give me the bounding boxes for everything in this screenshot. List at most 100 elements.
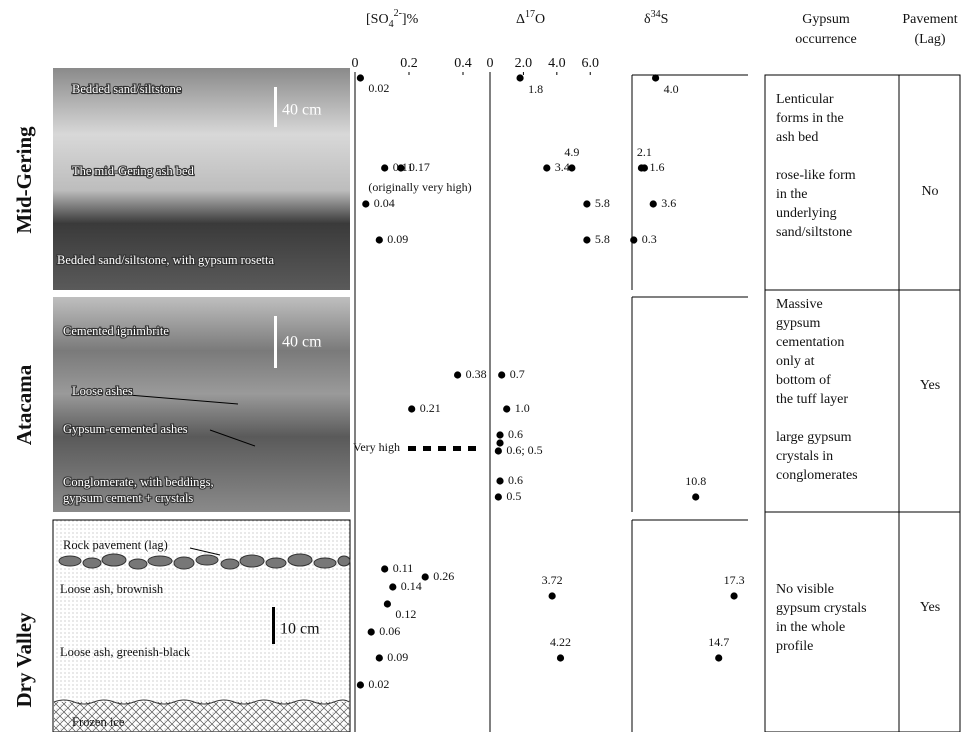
- photo-label: Bedded sand/siltstone: [72, 82, 182, 96]
- photo-label: Gypsum-cemented ashes: [63, 422, 188, 436]
- value-label: 0.6; 0.5: [506, 443, 542, 457]
- value-label: 0.02: [368, 81, 389, 95]
- gypsum-text: cementation: [776, 335, 844, 350]
- annotation: Very high: [353, 440, 400, 454]
- gypsum-text: Massive: [776, 297, 823, 312]
- photo-label: Bedded sand/siltstone, with gypsum roset…: [57, 253, 274, 267]
- column-header: Gypsum: [802, 12, 850, 27]
- data-point: [494, 493, 502, 501]
- data-point: [389, 583, 397, 591]
- text-part: O: [535, 12, 545, 27]
- value-label: 3.6: [661, 196, 676, 210]
- value-label: 0.09: [387, 650, 408, 664]
- data-point: [454, 371, 462, 379]
- gypsum-text: Lenticular: [776, 92, 834, 107]
- value-label: 4.22: [550, 635, 571, 649]
- x-tick-label: 2.0: [515, 56, 533, 71]
- column-header: (Lag): [914, 32, 945, 47]
- value-label: 0.02: [368, 677, 389, 691]
- gypsum-text: forms in the: [776, 111, 844, 126]
- value-label: 0.6: [508, 427, 523, 441]
- value-label: 10.8: [685, 474, 706, 488]
- gypsum-text: No visible: [776, 582, 834, 597]
- scale-label: 40 cm: [282, 334, 322, 351]
- row-title: Mid-Gering: [12, 126, 36, 234]
- photo: [53, 68, 350, 290]
- row-title: Dry Valley: [12, 612, 36, 708]
- gypsum-text: crystals in: [776, 449, 833, 464]
- column-header: [SO42-]%: [366, 8, 419, 30]
- photo-label: Frozen ice: [72, 715, 125, 729]
- pavement-text: Yes: [920, 600, 940, 615]
- column-header: δ34S: [644, 9, 668, 27]
- column-header: occurrence: [795, 32, 856, 47]
- data-point: [715, 654, 723, 662]
- value-label: 1.0: [515, 401, 530, 415]
- gypsum-text: conglomerates: [776, 468, 858, 483]
- value-label: 0.09: [387, 232, 408, 246]
- data-point: [494, 447, 502, 455]
- data-point: [356, 681, 364, 689]
- value-label: 0.17: [409, 160, 430, 174]
- value-label: 0.06: [379, 624, 400, 638]
- data-point: [548, 592, 556, 600]
- scale-bar: [274, 87, 277, 127]
- value-label: 0.04: [374, 196, 395, 210]
- value-label: 0.11: [393, 561, 414, 575]
- text-part: [SO: [366, 12, 389, 27]
- data-point: [730, 592, 738, 600]
- x-tick-label: 0.2: [400, 56, 418, 71]
- x-tick-label: 6.0: [581, 56, 599, 71]
- value-label: 1.6: [649, 160, 664, 174]
- value-label: 4.9: [564, 145, 579, 159]
- value-label: 17.3: [724, 573, 745, 587]
- scale-bar: [274, 316, 277, 368]
- data-point: [496, 477, 504, 485]
- scale-bar: [272, 607, 275, 644]
- value-label: 4.0: [664, 82, 679, 96]
- data-point: [652, 74, 660, 82]
- data-point: [356, 74, 364, 82]
- pavement-text: No: [921, 184, 938, 199]
- gypsum-text: gypsum: [776, 316, 820, 331]
- value-label: 0.21: [420, 401, 441, 415]
- text-part: 17: [525, 9, 535, 20]
- data-point: [583, 200, 591, 208]
- very-high-marker: [468, 446, 476, 451]
- data-point: [367, 628, 375, 636]
- data-point: [543, 164, 551, 172]
- annotation: (originally very high): [368, 180, 471, 194]
- data-point: [496, 431, 504, 439]
- value-label: 3.72: [542, 573, 563, 587]
- data-point: [397, 164, 405, 172]
- data-point: [630, 236, 638, 244]
- gypsum-text: in the whole: [776, 620, 845, 635]
- data-point: [381, 565, 389, 573]
- data-point: [556, 654, 565, 662]
- value-label: 5.8: [595, 232, 610, 246]
- data-point: [383, 600, 391, 608]
- pavement-rocks: [58, 553, 351, 570]
- gypsum-text: ash bed: [776, 130, 818, 145]
- very-high-marker: [453, 446, 461, 451]
- value-label: 0.14: [401, 579, 422, 593]
- text-part: S: [661, 12, 669, 27]
- gypsum-text: bottom of: [776, 373, 831, 388]
- arrow: [189, 547, 221, 556]
- x-tick-label: 0: [352, 56, 359, 71]
- column-header: Pavement: [902, 12, 957, 27]
- x-tick-label: 4.0: [548, 56, 566, 71]
- gypsum-text: sand/siltstone: [776, 225, 852, 240]
- text-part: Δ: [516, 12, 525, 27]
- text-part: 34: [651, 9, 661, 20]
- photo-label: Loose ashes: [72, 384, 133, 398]
- photo-label: Loose ash, greenish-black: [60, 645, 191, 659]
- gypsum-text: only at: [776, 354, 815, 369]
- gypsum-text: profile: [776, 639, 813, 654]
- panel-lines: [354, 74, 961, 732]
- text-part: 4: [389, 19, 394, 30]
- text-part: δ: [644, 12, 651, 27]
- data-point: [408, 405, 416, 413]
- gypsum-text: gypsum crystals: [776, 601, 867, 616]
- column-header: Δ17O: [516, 9, 545, 27]
